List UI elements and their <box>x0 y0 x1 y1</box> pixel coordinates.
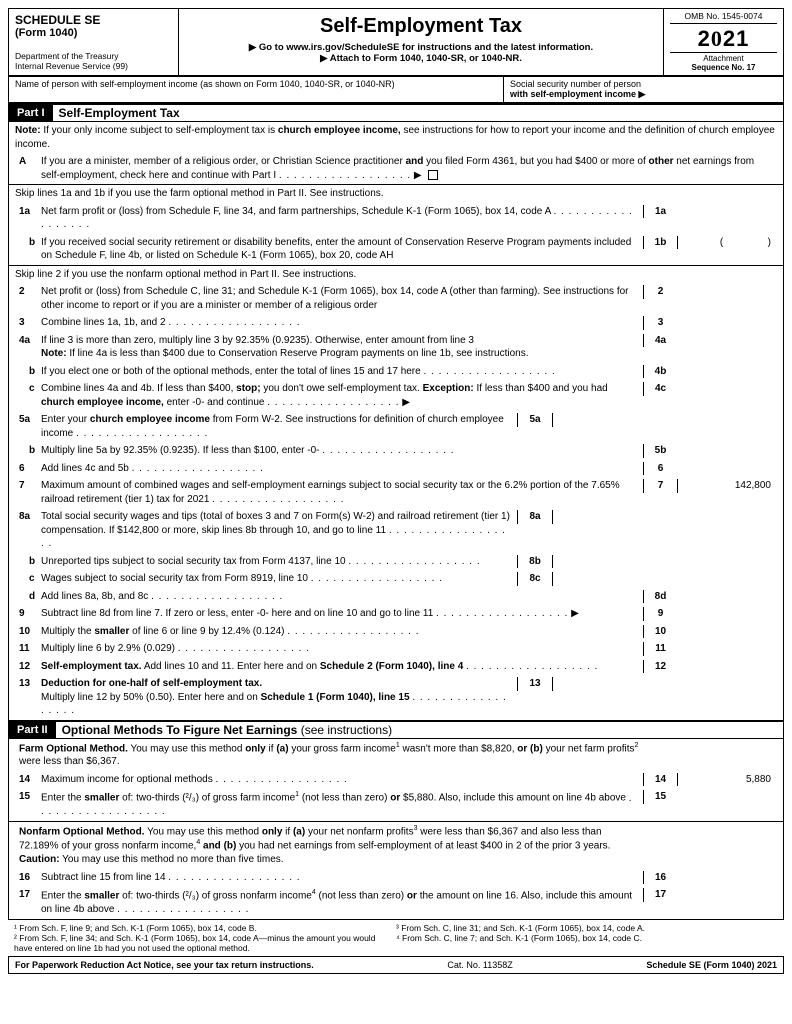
footer-row: For Paperwork Reduction Act Notice, see … <box>8 956 784 974</box>
footnote-1: ¹ From Sch. F, line 9; and Sch. K-1 (For… <box>14 923 396 933</box>
footnote-4: ⁴ From Sch. C, line 7; and Sch. K-1 (For… <box>396 933 778 943</box>
part1-title: Self-Employment Tax <box>59 106 180 120</box>
part1-header: Part I Self-Employment Tax <box>8 103 784 122</box>
line-8b: b Unreported tips subject to social secu… <box>9 553 783 571</box>
line-3: 3 Combine lines 1a, 1b, and 2 3 <box>9 314 783 332</box>
line-9: 9 Subtract line 8d from line 7. If zero … <box>9 605 783 623</box>
ssn-label: Social security number of person with se… <box>503 77 783 102</box>
form-header: SCHEDULE SE (Form 1040) Department of th… <box>8 8 784 77</box>
line-17: 17 Enter the smaller of: two-thirds (²/₃… <box>9 886 783 918</box>
part1-note: Note: If your only income subject to sel… <box>9 122 783 153</box>
input-1b[interactable]: ( ) <box>677 236 777 250</box>
line-10: 10 Multiply the smaller of line 6 or lin… <box>9 623 783 641</box>
line-4b: b If you elect one or both of the option… <box>9 363 783 381</box>
part2-body: Farm Optional Method. You may use this m… <box>8 739 784 919</box>
form-number: (Form 1040) <box>15 27 172 39</box>
part1-body: Note: If your only income subject to sel… <box>8 122 784 720</box>
line-1b: b If you received social security retire… <box>9 234 783 265</box>
line-8c: c Wages subject to social security tax f… <box>9 570 783 588</box>
footer-left: For Paperwork Reduction Act Notice, see … <box>15 960 314 970</box>
footnote-3: ³ From Sch. C, line 31; and Sch. K-1 (Fo… <box>396 923 778 933</box>
goto-link: ▶ Go to www.irs.gov/ScheduleSE for instr… <box>185 42 657 53</box>
footer-mid: Cat. No. 11358Z <box>447 960 512 970</box>
footer-right: Schedule SE (Form 1040) 2021 <box>646 960 777 970</box>
name-ssn-row: Name of person with self-employment inco… <box>8 77 784 103</box>
line-4c: c Combine lines 4a and 4b. If less than … <box>9 380 783 411</box>
line-5a: 5a Enter your church employee income fro… <box>9 411 783 442</box>
line-A: A If you are a minister, member of a rel… <box>9 153 783 184</box>
dept-2: Internal Revenue Service (99) <box>15 61 172 71</box>
part2-header: Part II Optional Methods To Figure Net E… <box>8 720 784 739</box>
line-8d: d Add lines 8a, 8b, and 8c 8d <box>9 588 783 606</box>
line-16: 16 Subtract line 15 from line 14 16 <box>9 869 783 887</box>
attachment-seq: Attachment Sequence No. 17 <box>670 52 777 72</box>
line-7: 7 Maximum amount of combined wages and s… <box>9 477 783 508</box>
footnotes: ¹ From Sch. F, line 9; and Sch. K-1 (For… <box>8 919 784 956</box>
line-8a: 8a Total social security wages and tips … <box>9 508 783 553</box>
checkbox-A[interactable] <box>428 170 438 180</box>
line-11: 11 Multiply line 6 by 2.9% (0.029) 11 <box>9 640 783 658</box>
line-15: 15 Enter the smaller of: two-thirds (²/₃… <box>9 788 783 820</box>
line-13: 13 Deduction for one-half of self-employ… <box>9 675 783 720</box>
part1-label: Part I <box>9 105 53 121</box>
line-4a: 4a If line 3 is more than zero, multiply… <box>9 332 783 363</box>
line-1a: 1a Net farm profit or (loss) from Schedu… <box>9 203 783 234</box>
line-5b: b Multiply line 5a by 92.35% (0.9235). I… <box>9 442 783 460</box>
form-title: Self-Employment Tax <box>185 15 657 38</box>
attach-note: ▶ Attach to Form 1040, 1040-SR, or 1040-… <box>185 53 657 64</box>
name-label: Name of person with self-employment inco… <box>9 77 503 102</box>
omb-number: OMB No. 1545-0074 <box>670 11 777 24</box>
skip-1: Skip lines 1a and 1b if you use the farm… <box>9 184 783 203</box>
skip-2: Skip line 2 if you use the nonfarm optio… <box>9 265 783 284</box>
line-12: 12 Self-employment tax. Add lines 10 and… <box>9 658 783 676</box>
header-left: SCHEDULE SE (Form 1040) Department of th… <box>9 9 179 75</box>
header-center: Self-Employment Tax ▶ Go to www.irs.gov/… <box>179 9 663 75</box>
part2-title: Optional Methods To Figure Net Earnings … <box>62 723 393 737</box>
dept-1: Department of the Treasury <box>15 51 172 61</box>
footnote-2: ² From Sch. F, line 34; and Sch. K-1 (Fo… <box>14 933 396 953</box>
line-2: 2 Net profit or (loss) from Schedule C, … <box>9 283 783 314</box>
value-14: 5,880 <box>677 773 777 787</box>
nonfarm-method-note: Nonfarm Optional Method. You may use thi… <box>9 821 783 869</box>
farm-method-note: Farm Optional Method. You may use this m… <box>9 739 783 771</box>
value-7: 142,800 <box>677 479 777 493</box>
line-14: 14 Maximum income for optional methods 1… <box>9 771 783 789</box>
part2-label: Part II <box>9 722 56 738</box>
tax-year: 20202121 <box>670 26 777 52</box>
schedule-label: SCHEDULE SE <box>15 13 172 27</box>
line-6: 6 Add lines 4c and 5b 6 <box>9 460 783 478</box>
header-right: OMB No. 1545-0074 20202121 Attachment Se… <box>663 9 783 75</box>
